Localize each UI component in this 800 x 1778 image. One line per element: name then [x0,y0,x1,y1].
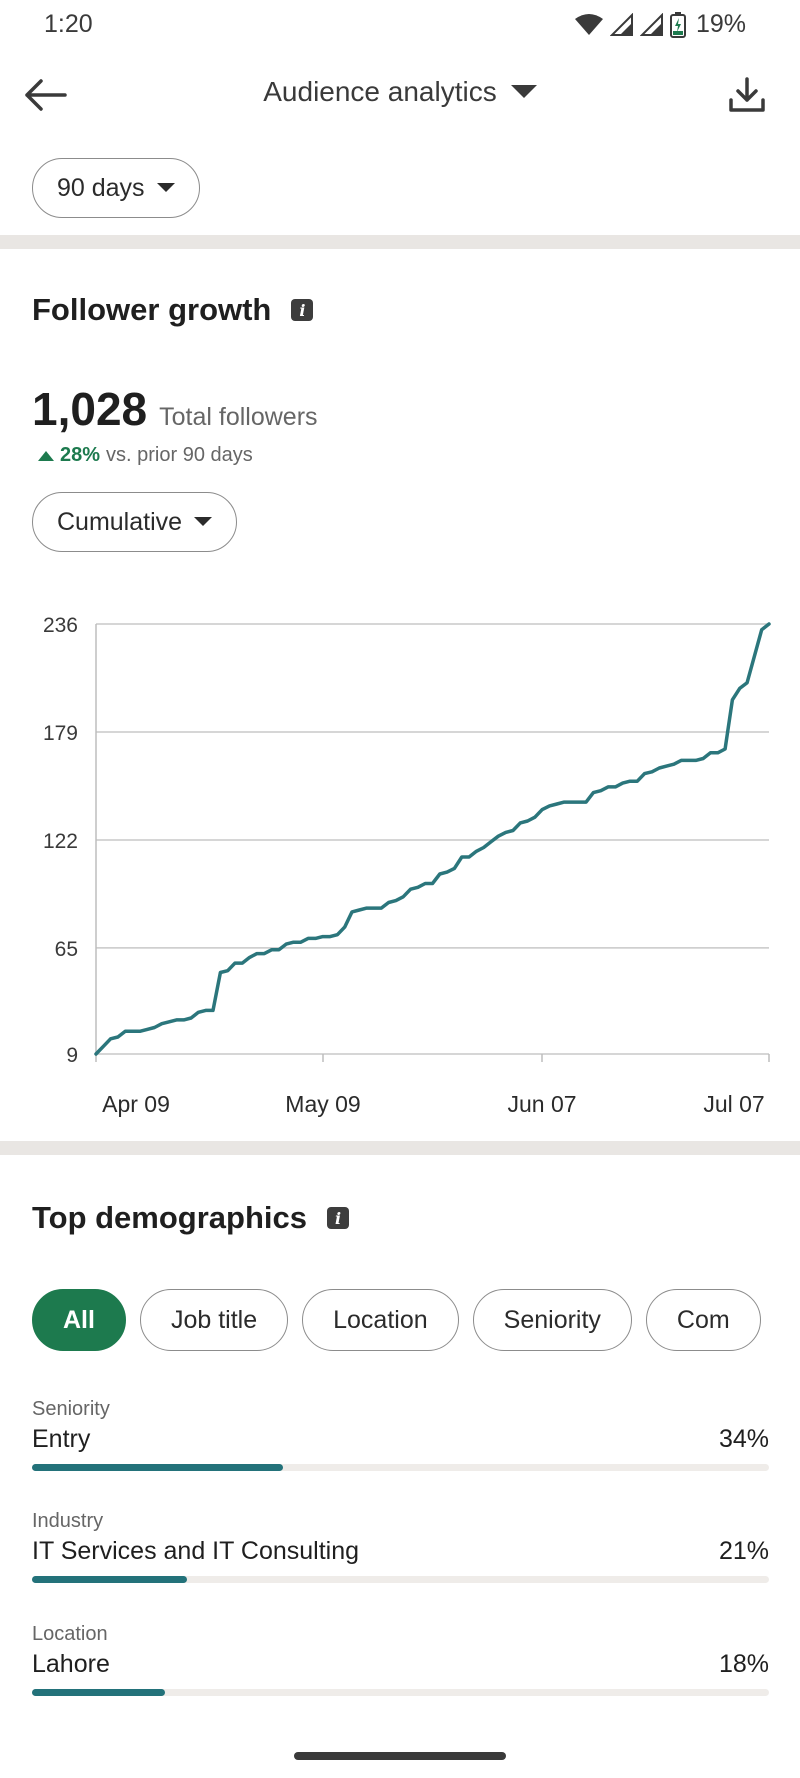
date-range-label: 90 days [57,173,145,202]
x-tick-label: Jul 07 [703,1091,764,1117]
signal-icon [639,12,663,36]
demographic-row: IT Services and IT Consulting 21% [32,1537,769,1566]
section-divider [0,235,800,249]
demographic-filter-pills: All Job title Location Seniority Com [32,1289,769,1353]
series-line [94,622,771,1056]
demographic-bar-fill [32,1689,165,1696]
filter-pill-com[interactable]: Com [645,1289,761,1351]
demographic-name: Entry [32,1425,91,1453]
y-tick-label: 236 [43,614,78,637]
demographic-percent: 21% [718,1537,769,1565]
total-followers-label: Total followers [159,403,318,431]
demographic-bar-track [32,1689,769,1696]
date-range-dropdown[interactable]: 90 days [32,158,200,218]
gesture-nav-handle[interactable] [294,1752,506,1760]
section-divider [0,1141,800,1155]
demographic-name: Lahore [32,1650,110,1678]
demographic-item: Seniority Entry 34% [32,1398,769,1471]
demographic-row: Lahore 18% [32,1650,769,1679]
info-icon[interactable]: i [327,1207,350,1229]
demographic-row: Entry 34% [32,1425,769,1454]
demographic-item: Location Lahore 18% [32,1623,769,1696]
arrow-left-icon [25,79,67,111]
follower-growth-chart: 236 179 122 65 9 Apr 09 May 09 Jun 07 Jul 07 [43,614,771,1117]
demographic-bar-track [32,1464,769,1471]
filter-pill-all[interactable]: All [32,1289,126,1351]
status-icons: 19% [574,10,746,39]
download-icon [729,77,765,112]
follower-growth-header: Follower growth i [32,292,314,328]
demographic-bar-fill [32,1576,187,1583]
growth-indicator: 28% vs. prior 90 days [38,444,253,467]
filter-pill-location[interactable]: Location [302,1289,459,1351]
caret-down-icon [194,517,213,526]
status-bar: 1:20 19% [0,0,800,50]
wifi-icon [574,13,603,35]
demographic-name: IT Services and IT Consulting [32,1537,360,1565]
total-followers-value: 1,028 [32,383,148,435]
follower-growth-title: Follower growth [32,292,272,327]
demographic-percent: 34% [718,1425,769,1453]
demographic-item: Industry IT Services and IT Consulting 21% [32,1510,769,1583]
status-time: 1:20 [44,10,93,38]
top-demographics-title: Top demographics [32,1200,308,1235]
demographic-category: Industry [32,1510,104,1532]
y-tick-label: 9 [66,1044,78,1067]
demographic-category: Seniority [32,1398,110,1420]
filter-pill-seniority[interactable]: Seniority [472,1289,632,1351]
analytics-type-dropdown[interactable]: Audience analytics [0,76,800,108]
top-demographics-header: Top demographics i [32,1200,350,1236]
chart-mode-label: Cumulative [57,507,183,536]
total-followers: 1,028 Total followers [32,382,318,436]
y-tick-label: 179 [43,722,78,745]
chart-mode-dropdown[interactable]: Cumulative [32,492,238,552]
demographic-percent: 18% [718,1650,769,1678]
battery-icon [669,11,686,38]
filter-pill-job-title[interactable]: Job title [139,1289,289,1351]
caret-down-icon [156,183,175,192]
battery-percent: 19% [695,10,746,38]
y-tick-label: 122 [43,830,78,853]
demographic-bar-fill [32,1464,283,1471]
demographic-bar-track [32,1576,769,1583]
x-tick-label: Apr 09 [102,1091,170,1117]
growth-comparison: vs. prior 90 days [106,444,253,466]
triangle-up-icon [38,450,54,461]
caret-down-icon [510,85,537,98]
y-tick-label: 65 [55,938,78,961]
page-title: Audience analytics [263,76,497,107]
info-icon[interactable]: i [291,299,314,321]
demographic-category: Location [32,1623,108,1645]
x-tick-label: May 09 [285,1091,360,1117]
download-button[interactable] [722,70,772,120]
signal-icon [609,12,633,36]
growth-percent: 28% [60,444,101,466]
app-bar: Audience analytics [0,60,800,130]
x-tick-label: Jun 07 [507,1091,576,1117]
back-button[interactable] [20,72,70,118]
